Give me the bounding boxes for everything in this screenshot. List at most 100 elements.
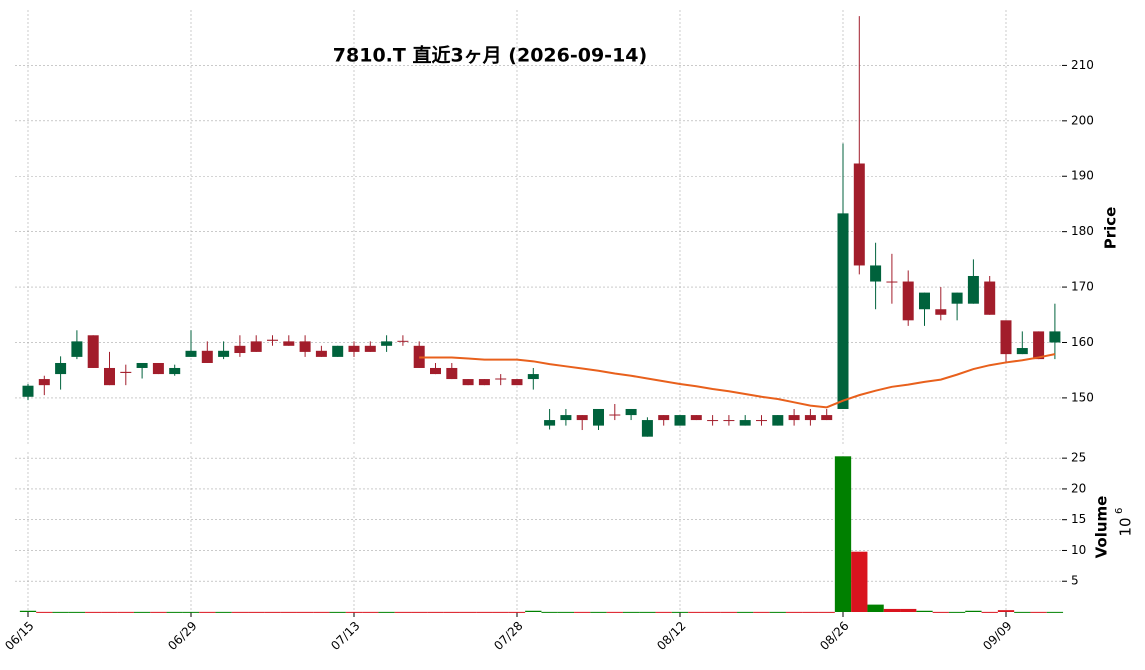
candle-body bbox=[527, 374, 539, 380]
y-tick-label: 15 bbox=[1071, 512, 1086, 526]
volume-bar bbox=[900, 608, 917, 612]
volume-bar bbox=[264, 611, 281, 613]
volume-bar bbox=[737, 611, 754, 613]
volume-bar bbox=[476, 611, 493, 613]
candle-body bbox=[625, 408, 637, 416]
x-tick-label: 08/26 bbox=[817, 619, 851, 653]
candle-body bbox=[1000, 320, 1012, 355]
candle-body bbox=[821, 415, 833, 421]
volume-bar bbox=[574, 611, 591, 613]
candle-body bbox=[283, 341, 295, 346]
candle-body bbox=[462, 379, 474, 386]
x-tick-label: 06/15 bbox=[2, 619, 36, 653]
volume-bar bbox=[769, 611, 786, 613]
candle-body bbox=[951, 292, 963, 304]
y-tick-label: 170 bbox=[1071, 280, 1094, 294]
candle-body bbox=[364, 345, 376, 352]
volume-bar bbox=[411, 611, 428, 613]
volume-bar bbox=[1046, 611, 1064, 613]
candle-body bbox=[267, 339, 278, 341]
volume-bar bbox=[19, 610, 37, 612]
volume-bar bbox=[785, 611, 803, 613]
volume-bar bbox=[541, 611, 558, 613]
y-tick-label: 5 bbox=[1071, 574, 1079, 588]
x-tick-label: 06/29 bbox=[165, 619, 199, 653]
candle-body bbox=[560, 415, 572, 421]
volume-bar bbox=[459, 611, 477, 613]
candle-body bbox=[169, 367, 181, 375]
volume-bar bbox=[997, 610, 1015, 612]
volume-bar bbox=[182, 611, 200, 613]
x-tick-label: 09/09 bbox=[980, 619, 1014, 653]
candle-body bbox=[397, 340, 409, 342]
volume-bar bbox=[133, 611, 151, 613]
y-tick-label: 160 bbox=[1071, 335, 1094, 349]
y-tick-label: 210 bbox=[1071, 58, 1094, 72]
candle-body bbox=[723, 420, 735, 422]
volume-bar bbox=[345, 611, 363, 613]
moving-average-line bbox=[419, 353, 1056, 409]
candle-body bbox=[707, 420, 719, 422]
y-tick-label: 150 bbox=[1071, 390, 1094, 404]
volume-bar bbox=[606, 611, 623, 613]
candle-body bbox=[87, 335, 99, 368]
candle-body bbox=[641, 420, 653, 437]
candle-body bbox=[71, 341, 83, 357]
candle-body bbox=[609, 414, 621, 416]
candle-body bbox=[478, 379, 490, 386]
volume-bar bbox=[296, 611, 314, 613]
candle-body bbox=[511, 379, 523, 386]
y-tick-label: 10 bbox=[1071, 543, 1086, 557]
volume-bar bbox=[85, 611, 102, 613]
volume-bar bbox=[655, 611, 672, 613]
volume-bar bbox=[443, 611, 460, 613]
candle-body bbox=[1016, 348, 1028, 355]
scale-exponent: 6 bbox=[1114, 508, 1125, 514]
volume-bar bbox=[883, 608, 901, 612]
candle-body bbox=[446, 367, 458, 380]
volume-bar bbox=[720, 611, 738, 613]
volume-bar bbox=[166, 611, 183, 613]
candle-body bbox=[788, 415, 800, 421]
candle-body bbox=[348, 345, 360, 352]
candle-body bbox=[593, 408, 604, 426]
volume-bar bbox=[1014, 611, 1031, 613]
volume-bar bbox=[427, 611, 444, 613]
candle-body bbox=[837, 213, 849, 409]
candle-body bbox=[919, 292, 930, 310]
volume-bar bbox=[965, 610, 982, 612]
y-axis-label: Price bbox=[1102, 207, 1120, 250]
y-tick-label: 200 bbox=[1071, 113, 1094, 127]
candle-body bbox=[120, 371, 132, 373]
candle-body bbox=[250, 341, 262, 352]
candle-body bbox=[234, 345, 246, 354]
candle-body bbox=[201, 350, 213, 363]
candle-body bbox=[756, 420, 767, 422]
candle-body bbox=[772, 415, 784, 426]
volume-axis-label: Volume bbox=[1093, 496, 1111, 559]
volume-bar bbox=[378, 611, 395, 613]
candle-body bbox=[804, 415, 816, 421]
volume-bar bbox=[1030, 611, 1047, 613]
candle-body bbox=[38, 379, 50, 386]
volume-bar bbox=[394, 611, 412, 613]
volume-bar bbox=[916, 610, 933, 612]
candle-body bbox=[739, 420, 751, 426]
candle-body bbox=[902, 281, 914, 321]
volume-bar bbox=[280, 611, 297, 613]
candle-body bbox=[984, 281, 996, 315]
volume-bar bbox=[639, 611, 656, 613]
candle-body bbox=[185, 350, 197, 357]
volume-bar bbox=[117, 611, 134, 613]
volume-bar bbox=[508, 611, 526, 613]
volume-bar bbox=[52, 611, 69, 613]
volume-bar bbox=[492, 611, 509, 613]
volume-bar bbox=[68, 611, 86, 613]
x-tick-label: 07/13 bbox=[328, 619, 362, 653]
volume-bar bbox=[753, 611, 770, 613]
candle-body bbox=[218, 350, 230, 357]
candle-body bbox=[870, 265, 882, 282]
candle-body bbox=[658, 415, 670, 421]
candle-body bbox=[332, 345, 344, 357]
